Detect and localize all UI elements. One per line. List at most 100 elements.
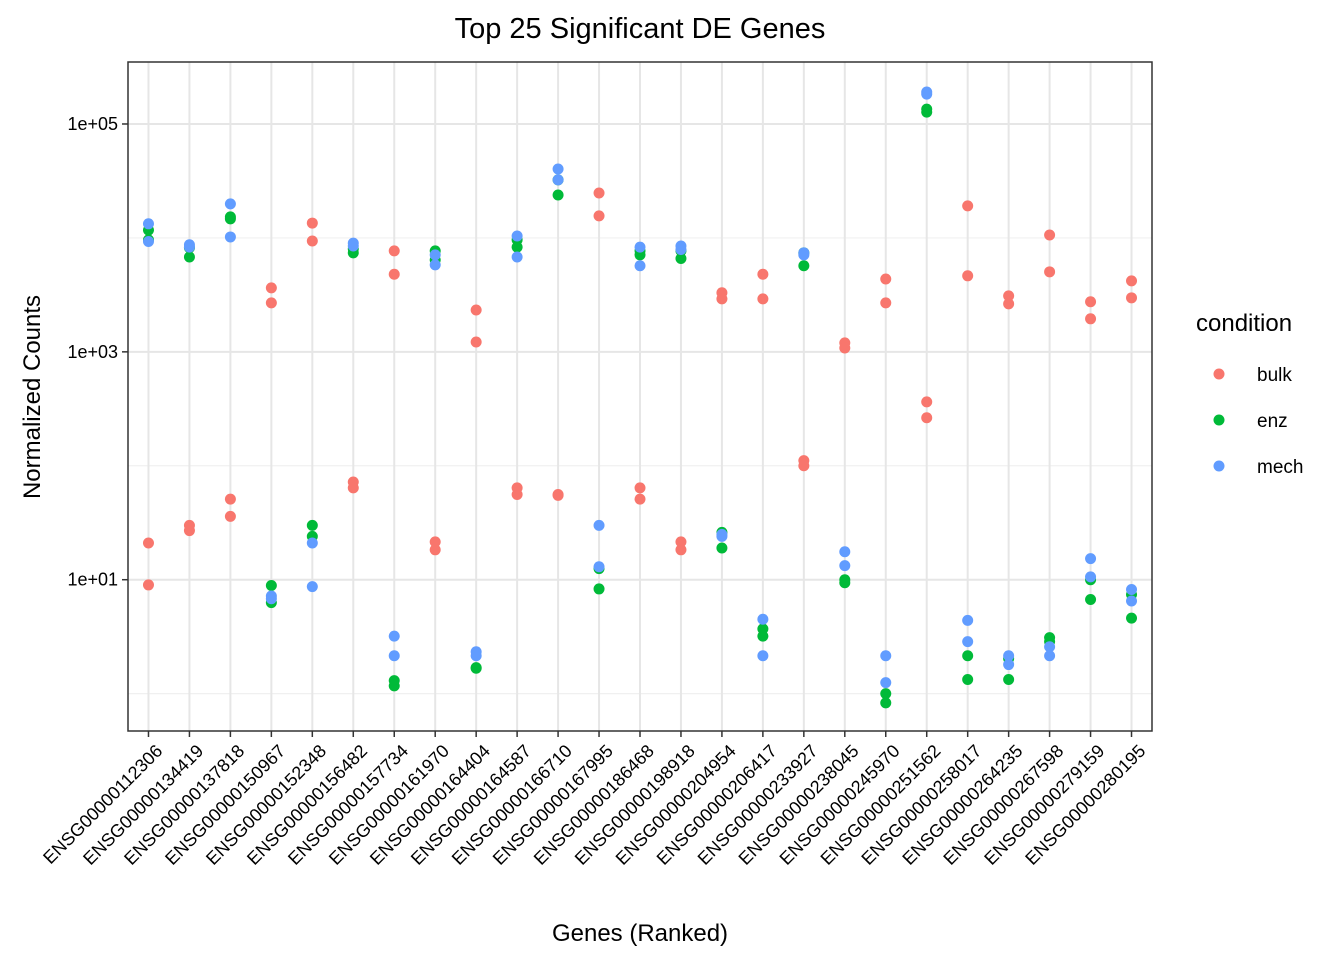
y-axis-label: Normalized Counts xyxy=(19,295,46,499)
point xyxy=(1126,595,1138,607)
point xyxy=(224,231,236,243)
point xyxy=(921,396,933,408)
point xyxy=(675,244,687,256)
point xyxy=(839,577,851,589)
legend-label: enz xyxy=(1257,411,1288,432)
point xyxy=(675,252,687,264)
point xyxy=(224,198,236,210)
point xyxy=(716,293,728,305)
point xyxy=(634,260,646,272)
y-tick-label: 1e+05 xyxy=(67,114,118,134)
point xyxy=(552,189,564,201)
point xyxy=(798,260,810,272)
point xyxy=(839,342,851,354)
point xyxy=(511,241,523,253)
point xyxy=(962,614,974,626)
point xyxy=(757,268,769,280)
point xyxy=(1003,674,1015,686)
point xyxy=(921,106,933,118)
point xyxy=(142,579,154,591)
point xyxy=(1126,275,1138,287)
point xyxy=(757,293,769,305)
point xyxy=(265,282,277,294)
point xyxy=(757,650,769,662)
point xyxy=(470,662,482,674)
point xyxy=(142,537,154,549)
point xyxy=(142,236,154,248)
point xyxy=(1085,553,1097,565)
point xyxy=(798,249,810,261)
point xyxy=(593,187,605,199)
point xyxy=(347,240,359,252)
point xyxy=(224,213,236,225)
point xyxy=(183,241,195,253)
point xyxy=(675,544,687,556)
point xyxy=(1085,594,1097,606)
point xyxy=(265,579,277,591)
point xyxy=(1085,313,1097,325)
point xyxy=(1126,292,1138,304)
point xyxy=(634,482,646,494)
point xyxy=(429,536,441,548)
point xyxy=(306,537,318,549)
point xyxy=(224,510,236,522)
point xyxy=(880,688,892,700)
point xyxy=(880,677,892,689)
point xyxy=(183,251,195,263)
point xyxy=(1085,571,1097,583)
point xyxy=(634,493,646,505)
point xyxy=(1044,266,1056,278)
legend-marker xyxy=(1213,460,1225,472)
point xyxy=(1085,296,1097,308)
point xyxy=(1126,612,1138,624)
point xyxy=(921,412,933,424)
point xyxy=(1003,298,1015,310)
y-tick-label: 1e+03 xyxy=(67,342,118,362)
point xyxy=(634,241,646,253)
point xyxy=(470,336,482,348)
point xyxy=(798,460,810,472)
point xyxy=(962,636,974,648)
point xyxy=(757,613,769,625)
point xyxy=(1044,641,1056,653)
point xyxy=(388,245,400,257)
point xyxy=(921,88,933,100)
point xyxy=(306,519,318,531)
point xyxy=(306,581,318,593)
legend-title: condition xyxy=(1196,310,1292,337)
point xyxy=(593,519,605,531)
point xyxy=(429,259,441,271)
point xyxy=(1044,650,1056,662)
point xyxy=(511,488,523,500)
point xyxy=(880,697,892,709)
point xyxy=(224,493,236,505)
plot-border xyxy=(127,61,1153,732)
point xyxy=(634,249,646,261)
point xyxy=(552,174,564,186)
point xyxy=(265,593,277,605)
point xyxy=(552,489,564,501)
point xyxy=(593,583,605,595)
point xyxy=(839,546,851,558)
point xyxy=(962,200,974,212)
point xyxy=(1003,290,1015,302)
point xyxy=(962,650,974,662)
point xyxy=(880,650,892,662)
point xyxy=(552,163,564,175)
legend-label: bulk xyxy=(1257,365,1292,386)
point xyxy=(675,536,687,548)
point xyxy=(962,674,974,686)
point xyxy=(142,218,154,230)
point xyxy=(388,630,400,642)
point xyxy=(962,270,974,282)
point xyxy=(716,542,728,554)
point xyxy=(429,249,441,261)
point xyxy=(470,304,482,316)
point xyxy=(306,217,318,229)
point xyxy=(511,230,523,242)
point xyxy=(429,544,441,556)
legend-label: mech xyxy=(1257,457,1303,478)
point xyxy=(388,650,400,662)
